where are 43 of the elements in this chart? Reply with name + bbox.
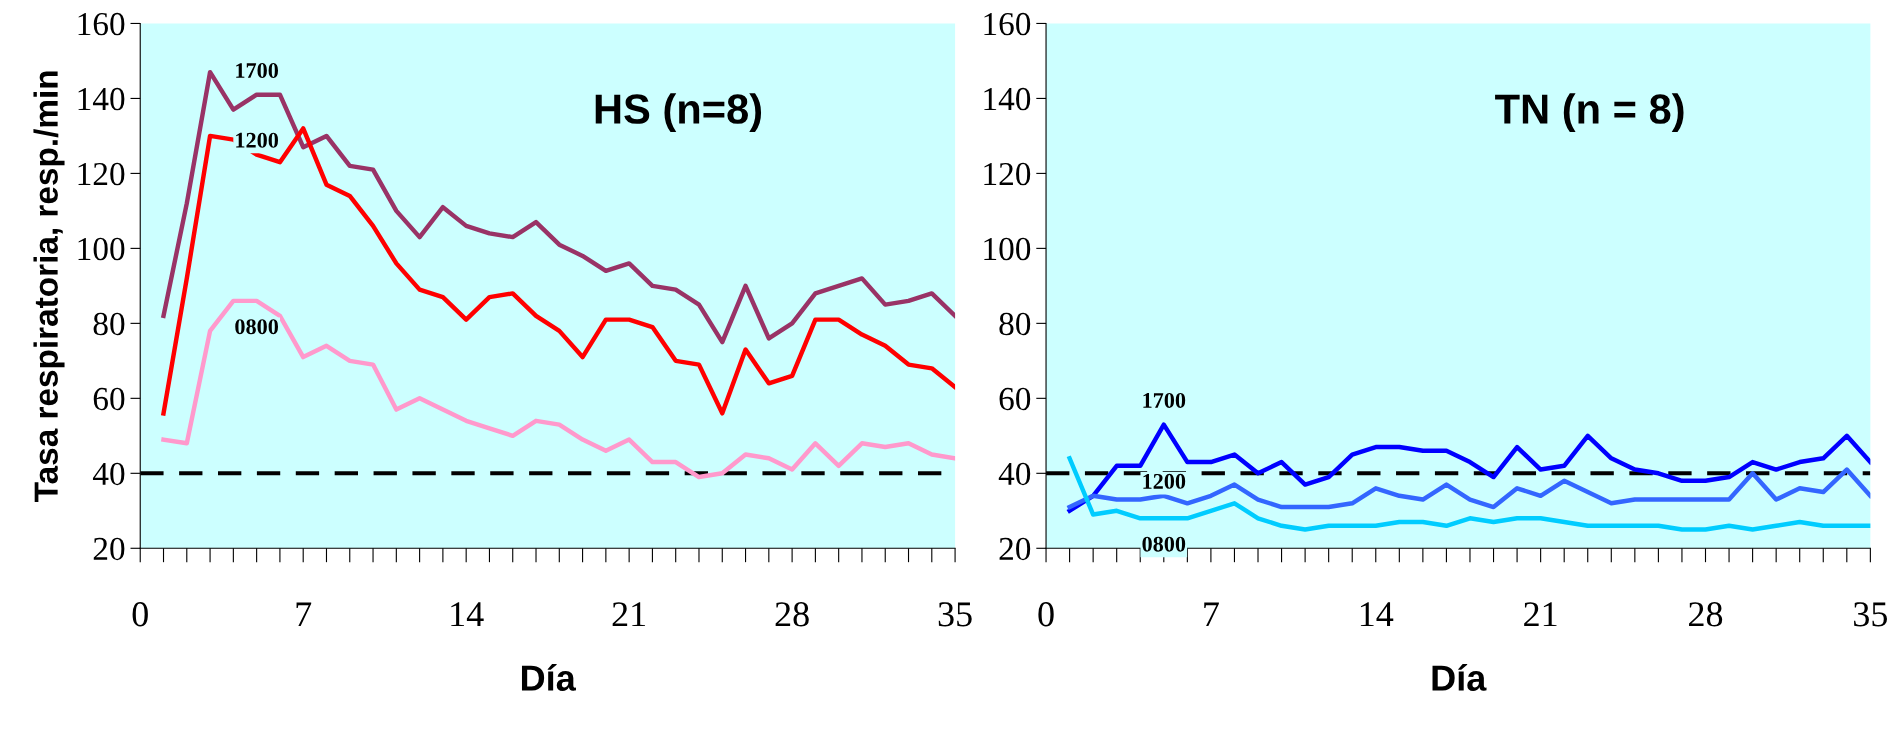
y-tick-label: 60 bbox=[93, 387, 125, 411]
series-label: 0800 bbox=[1142, 536, 1186, 552]
x-tick-label: 0 bbox=[132, 602, 148, 627]
line-series bbox=[1067, 422, 1871, 514]
x-tick-label: 21 bbox=[612, 602, 646, 627]
series-label: 1200 bbox=[1143, 473, 1186, 489]
x-tick-label: 28 bbox=[775, 602, 809, 627]
series-label: 1200 bbox=[236, 132, 279, 148]
text: HS (n=8) bbox=[595, 93, 762, 133]
y-tick-label: 20 bbox=[999, 537, 1031, 561]
line-series bbox=[1067, 467, 1871, 510]
x-tick-label: 35 bbox=[1854, 602, 1888, 627]
x-tick-label: 14 bbox=[451, 602, 484, 627]
y-tick-label: 160 bbox=[78, 12, 125, 36]
x-tick-label: 0 bbox=[1038, 602, 1054, 627]
x-tick-label: 21 bbox=[1524, 602, 1557, 627]
y-axis-title: Tasa respiratoria, resp./min bbox=[33, 71, 65, 502]
x-tick-label: 7 bbox=[1204, 602, 1219, 627]
x-tick-label: 28 bbox=[1689, 602, 1723, 627]
series-label: 1700 bbox=[1143, 392, 1186, 408]
y-tick-label: 140 bbox=[78, 87, 125, 111]
x-tick-label: 14 bbox=[1360, 602, 1394, 627]
x-axis-title: Día bbox=[521, 664, 576, 691]
x-axis-title: Día bbox=[1432, 664, 1487, 691]
x-tick-label: 7 bbox=[296, 602, 312, 627]
line-series bbox=[1067, 456, 1871, 532]
y-tick-label: 40 bbox=[998, 462, 1031, 486]
x-tick-label: 35 bbox=[938, 602, 972, 627]
y-tick-label: 120 bbox=[984, 162, 1031, 186]
text: TN (n = 8) bbox=[1495, 93, 1684, 133]
y-tick-label: 120 bbox=[78, 162, 125, 186]
y-tick-label: 100 bbox=[78, 237, 125, 261]
y-tick-label: 20 bbox=[93, 537, 125, 561]
y-tick-label: 80 bbox=[93, 312, 125, 336]
line-series bbox=[161, 298, 956, 480]
y-tick-label: 160 bbox=[984, 12, 1031, 36]
y-tick-label: 140 bbox=[984, 87, 1031, 111]
y-tick-label: 60 bbox=[999, 387, 1031, 411]
series-label: 0800 bbox=[235, 319, 279, 335]
y-tick-label: 40 bbox=[92, 462, 125, 486]
y-tick-label: 100 bbox=[984, 237, 1031, 261]
y-tick-label: 80 bbox=[999, 312, 1031, 336]
series-label: 1700 bbox=[236, 63, 279, 79]
